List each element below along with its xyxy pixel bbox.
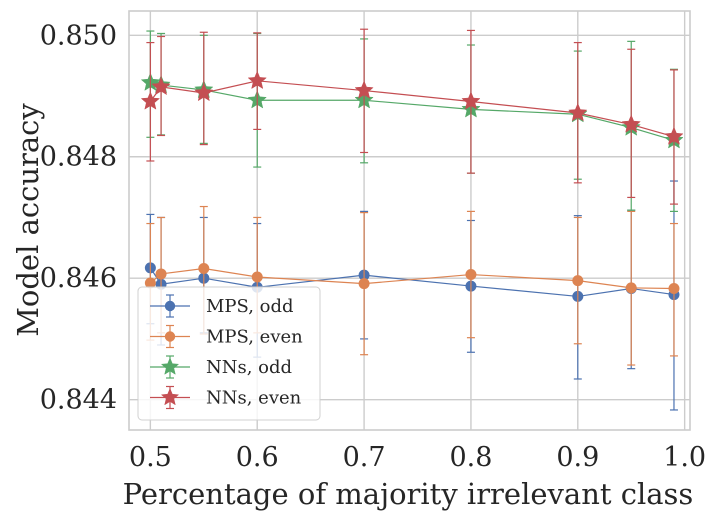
legend-marker xyxy=(160,387,180,406)
x-tick-label: 0.8 xyxy=(449,442,492,473)
legend-box xyxy=(137,286,321,421)
legend-item: NNs, odd xyxy=(150,355,292,379)
data-point xyxy=(151,76,171,96)
legend-label: MPS, even xyxy=(206,327,303,348)
data-point xyxy=(251,271,263,283)
y-tick-label: 0.846 xyxy=(40,263,117,294)
data-point xyxy=(247,70,267,90)
x-tick-label: 0.7 xyxy=(343,442,386,473)
x-tick-label: 0.5 xyxy=(129,442,172,473)
data-point xyxy=(625,282,637,294)
data-point xyxy=(465,269,477,281)
y-tick-label: 0.844 xyxy=(40,385,117,416)
legend-item: NNs, even xyxy=(150,385,302,410)
plot-series xyxy=(140,28,684,411)
y-tick-label: 0.850 xyxy=(40,20,117,51)
data-point xyxy=(140,91,161,110)
y-axis-label: Model accuracy xyxy=(11,103,45,337)
legend-label: NNs, even xyxy=(206,388,302,409)
legend-label: MPS, odd xyxy=(206,296,294,317)
legend-marker xyxy=(160,357,180,375)
legend-marker xyxy=(164,331,176,342)
data-point xyxy=(572,275,584,287)
legend-item: MPS, odd xyxy=(150,294,294,318)
x-tick-label: 1.0 xyxy=(663,442,706,473)
data-point xyxy=(198,262,210,274)
legend-item: MPS, even xyxy=(150,324,303,349)
data-point xyxy=(354,80,374,99)
series-nns-even xyxy=(140,28,684,205)
y-tick-label: 0.848 xyxy=(40,142,117,173)
data-point xyxy=(621,114,641,133)
data-point xyxy=(668,283,680,295)
legend-marker xyxy=(164,300,176,312)
data-point xyxy=(144,277,156,289)
legend: MPS, odd MPS, even NNs, odd NNs, even xyxy=(137,286,321,421)
x-tick-label: 0.9 xyxy=(556,442,599,473)
x-axis-label: Percentage of majority irrelevant class xyxy=(123,477,694,511)
data-point xyxy=(664,126,684,145)
data-point xyxy=(194,82,214,102)
plot-frame xyxy=(128,10,691,431)
data-point xyxy=(461,91,481,110)
x-tick-label: 0.6 xyxy=(236,442,279,473)
data-point xyxy=(155,268,167,280)
legend-label: NNs, odd xyxy=(206,357,292,378)
data-point xyxy=(568,102,588,122)
tick-labels: 0.5 0.6 0.7 0.8 0.9 1.0 0.844 0.846 0.848 0.850 xyxy=(40,20,706,473)
data-point xyxy=(358,278,370,290)
